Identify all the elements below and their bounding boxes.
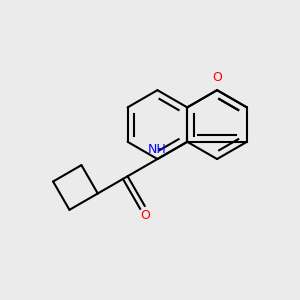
Text: O: O xyxy=(140,209,150,222)
Text: NH: NH xyxy=(148,143,167,156)
Text: O: O xyxy=(212,71,222,84)
